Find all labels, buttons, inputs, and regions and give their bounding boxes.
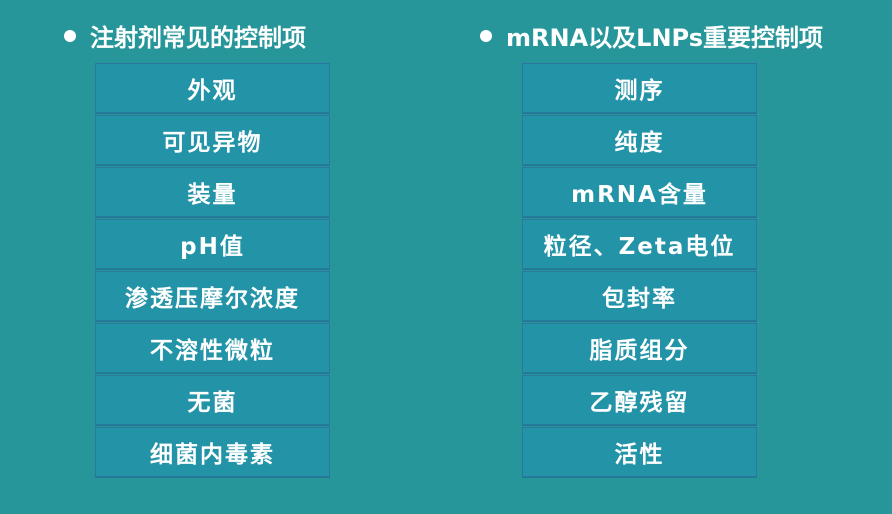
table-cell: 外观 [95,63,330,113]
bullet-icon [480,29,492,42]
table-cell: 测序 [522,63,757,113]
table-cell: 纯度 [522,115,757,165]
table-cell: 可见异物 [95,115,330,165]
table-cell: 无菌 [95,375,330,425]
bullet-icon [64,29,76,42]
table-cell: 细菌内毒素 [95,427,330,477]
table-cell: 渗透压摩尔浓度 [95,271,330,321]
table-cell: mRNA含量 [522,167,757,217]
table-cell: 乙醇残留 [522,375,757,425]
left-table: 外观 可见异物 装量 pH值 渗透压摩尔浓度 不溶性微粒 无菌 细菌内毒素 [95,63,330,479]
left-title: 注射剂常见的控制项 [90,24,306,52]
table-cell: 活性 [522,427,757,477]
table-cell: 脂质组分 [522,323,757,373]
right-heading: mRNA以及LNPs重要控制项 [480,18,823,53]
table-cell: 装量 [95,167,330,217]
table-cell: 包封率 [522,271,757,321]
right-title: mRNA以及LNPs重要控制项 [506,24,823,52]
table-cell: 不溶性微粒 [95,323,330,373]
right-table: 测序 纯度 mRNA含量 粒径、Zeta电位 包封率 脂质组分 乙醇残留 活性 [522,63,757,479]
table-cell: 粒径、Zeta电位 [522,219,757,269]
left-heading: 注射剂常见的控制项 [64,18,306,53]
table-cell: pH值 [95,219,330,269]
